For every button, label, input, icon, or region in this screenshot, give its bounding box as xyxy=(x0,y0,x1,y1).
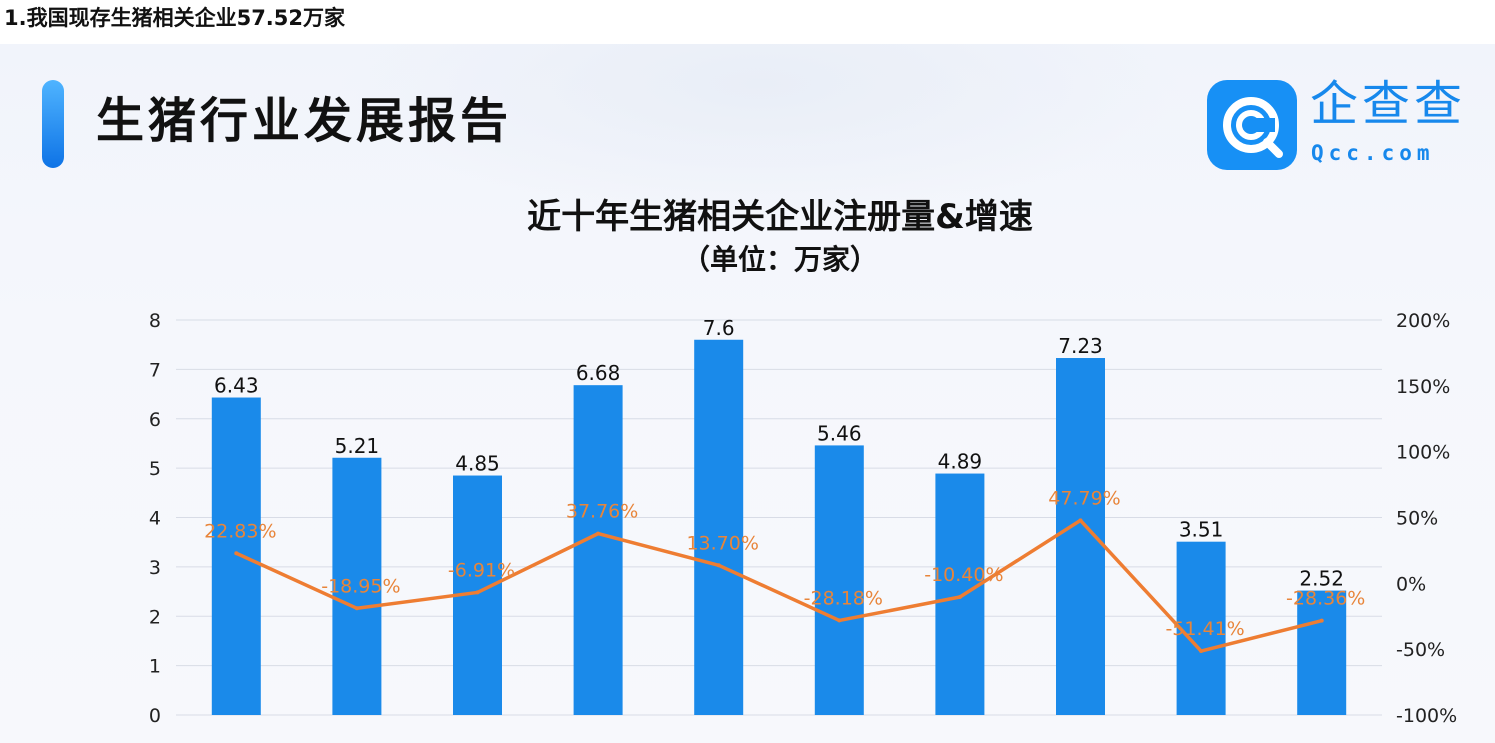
growth-rate-label: 13.70% xyxy=(686,532,758,554)
growth-rate-point xyxy=(1199,649,1204,654)
y-right-tick-label: 0% xyxy=(1396,573,1426,595)
bar-value-label: 5.46 xyxy=(817,421,862,445)
bar-value-label: 5.21 xyxy=(335,434,380,458)
x-tick-label: 2015 xyxy=(453,741,501,743)
growth-rate-label: -28.18% xyxy=(804,587,883,609)
x-tick-label: 2020 xyxy=(1056,741,1104,743)
growth-rate-point xyxy=(716,563,721,568)
bar xyxy=(1176,541,1226,715)
bar xyxy=(814,445,864,715)
growth-rate-point xyxy=(837,618,842,623)
growth-rate-point xyxy=(1319,618,1324,623)
bar-value-label: 7.6 xyxy=(703,316,735,340)
growth-rate-label: 37.76% xyxy=(566,501,638,523)
growth-rate-label: 47.79% xyxy=(1048,487,1120,509)
y-right-tick-label: 50% xyxy=(1396,508,1438,530)
growth-rate-label: -18.95% xyxy=(321,575,400,597)
chart-plot: 0 1 2 3 4 5 6 7 8 -100% -50% 0% 50% 100% 150% 200% 6.43 5… xyxy=(149,310,1457,743)
growth-rate-point xyxy=(234,551,239,556)
y-left-tick-label: 1 xyxy=(149,656,161,678)
y-left-tick-label: 5 xyxy=(149,458,161,480)
y-left-tick-label: 7 xyxy=(149,359,161,381)
x-tick-label: 2013 xyxy=(212,741,260,743)
bar xyxy=(1297,590,1347,715)
y-left-tick-label: 8 xyxy=(149,310,161,332)
bar-value-label: 6.43 xyxy=(214,374,259,398)
logo-brand-name: 企查查 xyxy=(1310,76,1467,132)
y-left-tick-label: 3 xyxy=(149,557,161,579)
y-left-tick-label: 0 xyxy=(149,705,161,727)
growth-rate-point xyxy=(354,606,359,611)
title-accent-bar xyxy=(42,80,64,168)
bar-value-label: 7.23 xyxy=(1058,334,1103,358)
growth-rate-point xyxy=(1078,518,1083,523)
bar-value-label: 2.52 xyxy=(1299,567,1344,591)
bar-value-label: 4.85 xyxy=(455,452,500,476)
x-tick-label: 2019 xyxy=(936,741,984,743)
chart-title: 近十年生猪相关企业注册量&增速 xyxy=(527,197,1033,237)
y-right-tick-label: -50% xyxy=(1396,639,1445,661)
report-title: 生猪行业发展报告 xyxy=(96,93,513,149)
growth-rate-label: -10.40% xyxy=(924,564,1003,586)
bar xyxy=(332,457,382,715)
x-tick-label: 2014 xyxy=(333,741,381,743)
y-right-tick-label: 150% xyxy=(1396,376,1450,398)
bar xyxy=(935,473,985,715)
y-right-tick-label: 100% xyxy=(1396,442,1450,464)
growth-rate-point xyxy=(957,595,962,600)
x-tick-label: 2018 xyxy=(815,741,863,743)
growth-rate-label: 22.83% xyxy=(204,520,276,542)
x-tick-label: 2017 xyxy=(695,741,743,743)
growth-rate-label: -28.36% xyxy=(1286,588,1365,610)
chart-subtitle: （单位：万家） xyxy=(681,243,878,276)
logo-domain: Qcc.com xyxy=(1311,141,1435,165)
x-tick-label: 2021 xyxy=(1177,741,1225,743)
bar xyxy=(573,385,623,715)
y-left-tick-label: 2 xyxy=(149,606,161,628)
qcc-logo-icon xyxy=(1207,80,1297,170)
report-panel: 生猪行业发展报告 企查查 Qcc.com 近十年生猪相关企业注册量&增速 （单位… xyxy=(0,44,1495,743)
y-left-tick-label: 6 xyxy=(149,409,161,431)
growth-rate-label: -51.41% xyxy=(1165,618,1244,640)
x-tick-label: 2022 xyxy=(1298,741,1346,743)
y-right-tick-label: 200% xyxy=(1396,310,1450,332)
bar-value-label: 3.51 xyxy=(1179,518,1224,542)
x-tick-label: 2016 xyxy=(574,741,622,743)
growth-rate-label: -6.91% xyxy=(448,559,515,581)
growth-rate-point xyxy=(596,531,601,536)
growth-rate-point xyxy=(475,590,480,595)
bar-value-label: 4.89 xyxy=(938,450,983,474)
growth-rate-line xyxy=(235,518,1323,653)
bar xyxy=(694,339,744,715)
bar-value-label: 6.68 xyxy=(576,361,621,385)
section-heading: 1.我国现存生猪相关企业57.52万家 xyxy=(0,0,1495,44)
y-right-tick-label: -100% xyxy=(1396,705,1457,727)
bar xyxy=(211,397,261,715)
y-left-tick-label: 4 xyxy=(149,508,161,530)
